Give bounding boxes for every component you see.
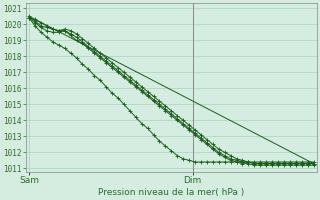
X-axis label: Pression niveau de la mer( hPa ): Pression niveau de la mer( hPa ) (98, 188, 244, 197)
